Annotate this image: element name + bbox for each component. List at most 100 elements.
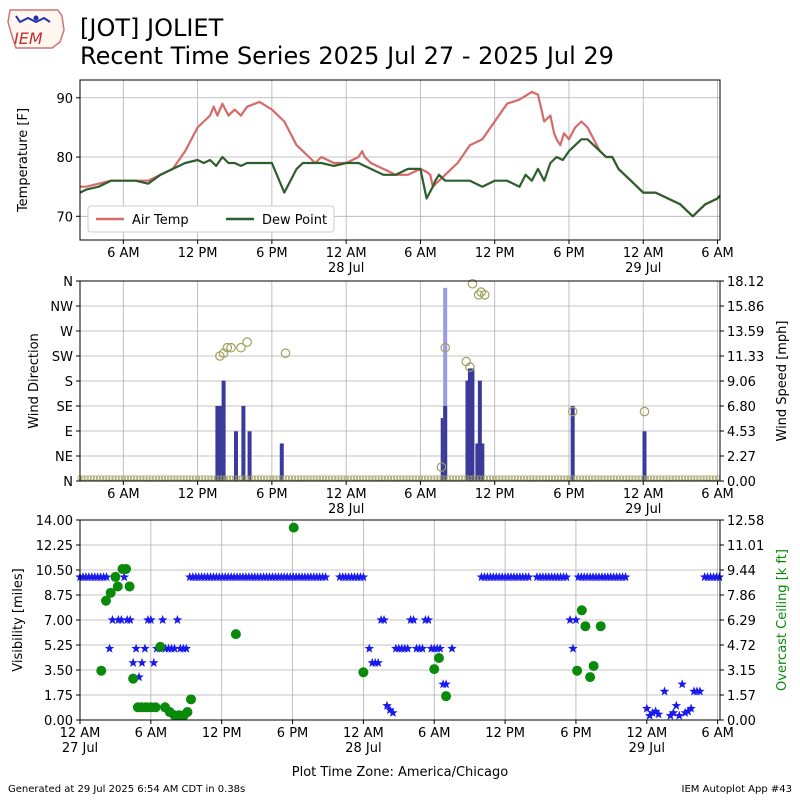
calm-direction-point bbox=[439, 475, 445, 481]
calm-direction-point bbox=[464, 475, 470, 481]
x-tick-label: 6 AM bbox=[701, 487, 734, 502]
x-tick-label: 12 AM bbox=[623, 246, 664, 261]
wind-direction-point bbox=[467, 278, 478, 289]
y2-tick-label: 18.12 bbox=[727, 275, 764, 290]
x-tick-label: 6 AM bbox=[107, 487, 140, 502]
calm-direction-point bbox=[176, 475, 182, 481]
y-tick-label: 3.50 bbox=[44, 664, 73, 679]
calm-direction-point bbox=[315, 475, 321, 481]
calm-direction-point bbox=[467, 475, 473, 481]
visibility-point bbox=[402, 643, 413, 653]
calm-direction-point bbox=[600, 475, 606, 481]
y2-tick-label: 2.27 bbox=[727, 450, 756, 465]
calm-direction-point bbox=[504, 475, 510, 481]
ceiling-point bbox=[580, 621, 591, 632]
calm-direction-point bbox=[492, 475, 498, 481]
calm-direction-point bbox=[359, 475, 365, 481]
calm-direction-point bbox=[182, 475, 188, 481]
calm-direction-point bbox=[346, 475, 352, 481]
visibility-point bbox=[134, 672, 144, 682]
wind-direction-point bbox=[479, 290, 490, 300]
calm-direction-point bbox=[179, 475, 185, 481]
calm-direction-point bbox=[566, 475, 572, 481]
calm-direction-point bbox=[160, 475, 167, 481]
calm-direction-point bbox=[615, 475, 622, 481]
calm-direction-point bbox=[665, 475, 671, 481]
calm-direction-point bbox=[408, 475, 414, 481]
visibility-point bbox=[677, 679, 687, 689]
wind-speed-bar bbox=[642, 431, 647, 481]
calm-direction-point bbox=[164, 475, 170, 481]
app-note: IEM Autoplot App #43 bbox=[681, 784, 792, 795]
calm-direction-point bbox=[287, 475, 294, 481]
calm-direction-point bbox=[625, 475, 631, 481]
wind-speed-bar bbox=[215, 405, 220, 481]
calm-direction-point bbox=[693, 475, 699, 481]
x-tick-label: 12 PM bbox=[178, 246, 218, 261]
wind-direction-point bbox=[567, 406, 578, 417]
x-tick-sublabel: 29 Jul bbox=[629, 741, 665, 756]
ceiling-point bbox=[433, 652, 444, 663]
calm-direction-point bbox=[550, 475, 557, 481]
ceiling-point bbox=[105, 587, 116, 598]
wind-speed-bar bbox=[470, 368, 475, 481]
ceiling-point bbox=[588, 660, 599, 671]
visibility-point bbox=[149, 657, 159, 667]
x-axis-label: Plot Time Zone: America/Chicago bbox=[292, 765, 508, 780]
calm-direction-point bbox=[83, 475, 89, 481]
calm-direction-point bbox=[349, 475, 355, 481]
x-tick-sublabel: 28 Jul bbox=[328, 261, 364, 276]
wind-speed-bar bbox=[570, 405, 575, 481]
plot-frame bbox=[79, 519, 721, 721]
x-tick-sublabel: 29 Jul bbox=[625, 502, 661, 517]
ceiling-point bbox=[100, 595, 111, 606]
calm-direction-point bbox=[631, 475, 637, 481]
calm-direction-point bbox=[572, 475, 578, 481]
calm-direction-point bbox=[649, 475, 656, 481]
calm-direction-point bbox=[191, 475, 198, 481]
calm-direction-point bbox=[489, 475, 495, 481]
visibility-point bbox=[379, 615, 389, 624]
ceiling-point bbox=[585, 672, 596, 683]
y2-tick-label: 11.33 bbox=[727, 350, 764, 365]
calm-direction-point bbox=[123, 475, 130, 481]
calm-direction-point bbox=[232, 475, 238, 481]
calm-direction-point bbox=[448, 475, 454, 481]
calm-direction-point bbox=[662, 475, 668, 481]
calm-direction-point bbox=[687, 475, 693, 481]
visibility-point bbox=[565, 615, 575, 624]
calm-direction-point bbox=[470, 475, 476, 481]
ceiling-point bbox=[112, 581, 123, 592]
calm-direction-point bbox=[324, 475, 331, 481]
calm-direction-point bbox=[668, 475, 674, 481]
visibility-point bbox=[642, 703, 652, 713]
calm-direction-point bbox=[238, 475, 244, 481]
calm-direction-point bbox=[272, 475, 278, 481]
x-tick-label: 6 AM bbox=[135, 726, 168, 741]
y2-tick-label: 7.86 bbox=[727, 589, 756, 604]
calm-direction-point bbox=[117, 475, 123, 481]
ceiling-point bbox=[572, 665, 583, 676]
svg-text:IEM: IEM bbox=[14, 29, 43, 48]
calm-direction-point bbox=[173, 475, 179, 481]
wind-speed-bar bbox=[221, 380, 226, 481]
ceiling-point bbox=[595, 621, 606, 632]
calm-direction-point bbox=[281, 475, 287, 481]
calm-direction-point bbox=[659, 475, 665, 481]
calm-direction-point bbox=[300, 475, 306, 481]
calm-direction-point bbox=[114, 475, 120, 481]
calm-direction-point bbox=[532, 475, 538, 481]
ceiling-point bbox=[230, 629, 241, 640]
wind-speed-bar bbox=[440, 418, 445, 481]
visibility-point bbox=[101, 572, 112, 582]
calm-direction-point bbox=[411, 475, 417, 481]
calm-direction-point bbox=[581, 475, 588, 481]
y-tick-label: E bbox=[65, 425, 73, 440]
calm-direction-point bbox=[563, 475, 569, 481]
visibility-point bbox=[417, 643, 428, 653]
visibility-point bbox=[665, 710, 676, 720]
calm-direction-point bbox=[653, 475, 659, 481]
wind-direction-point bbox=[465, 362, 475, 372]
series-line-dew-point bbox=[79, 138, 721, 218]
